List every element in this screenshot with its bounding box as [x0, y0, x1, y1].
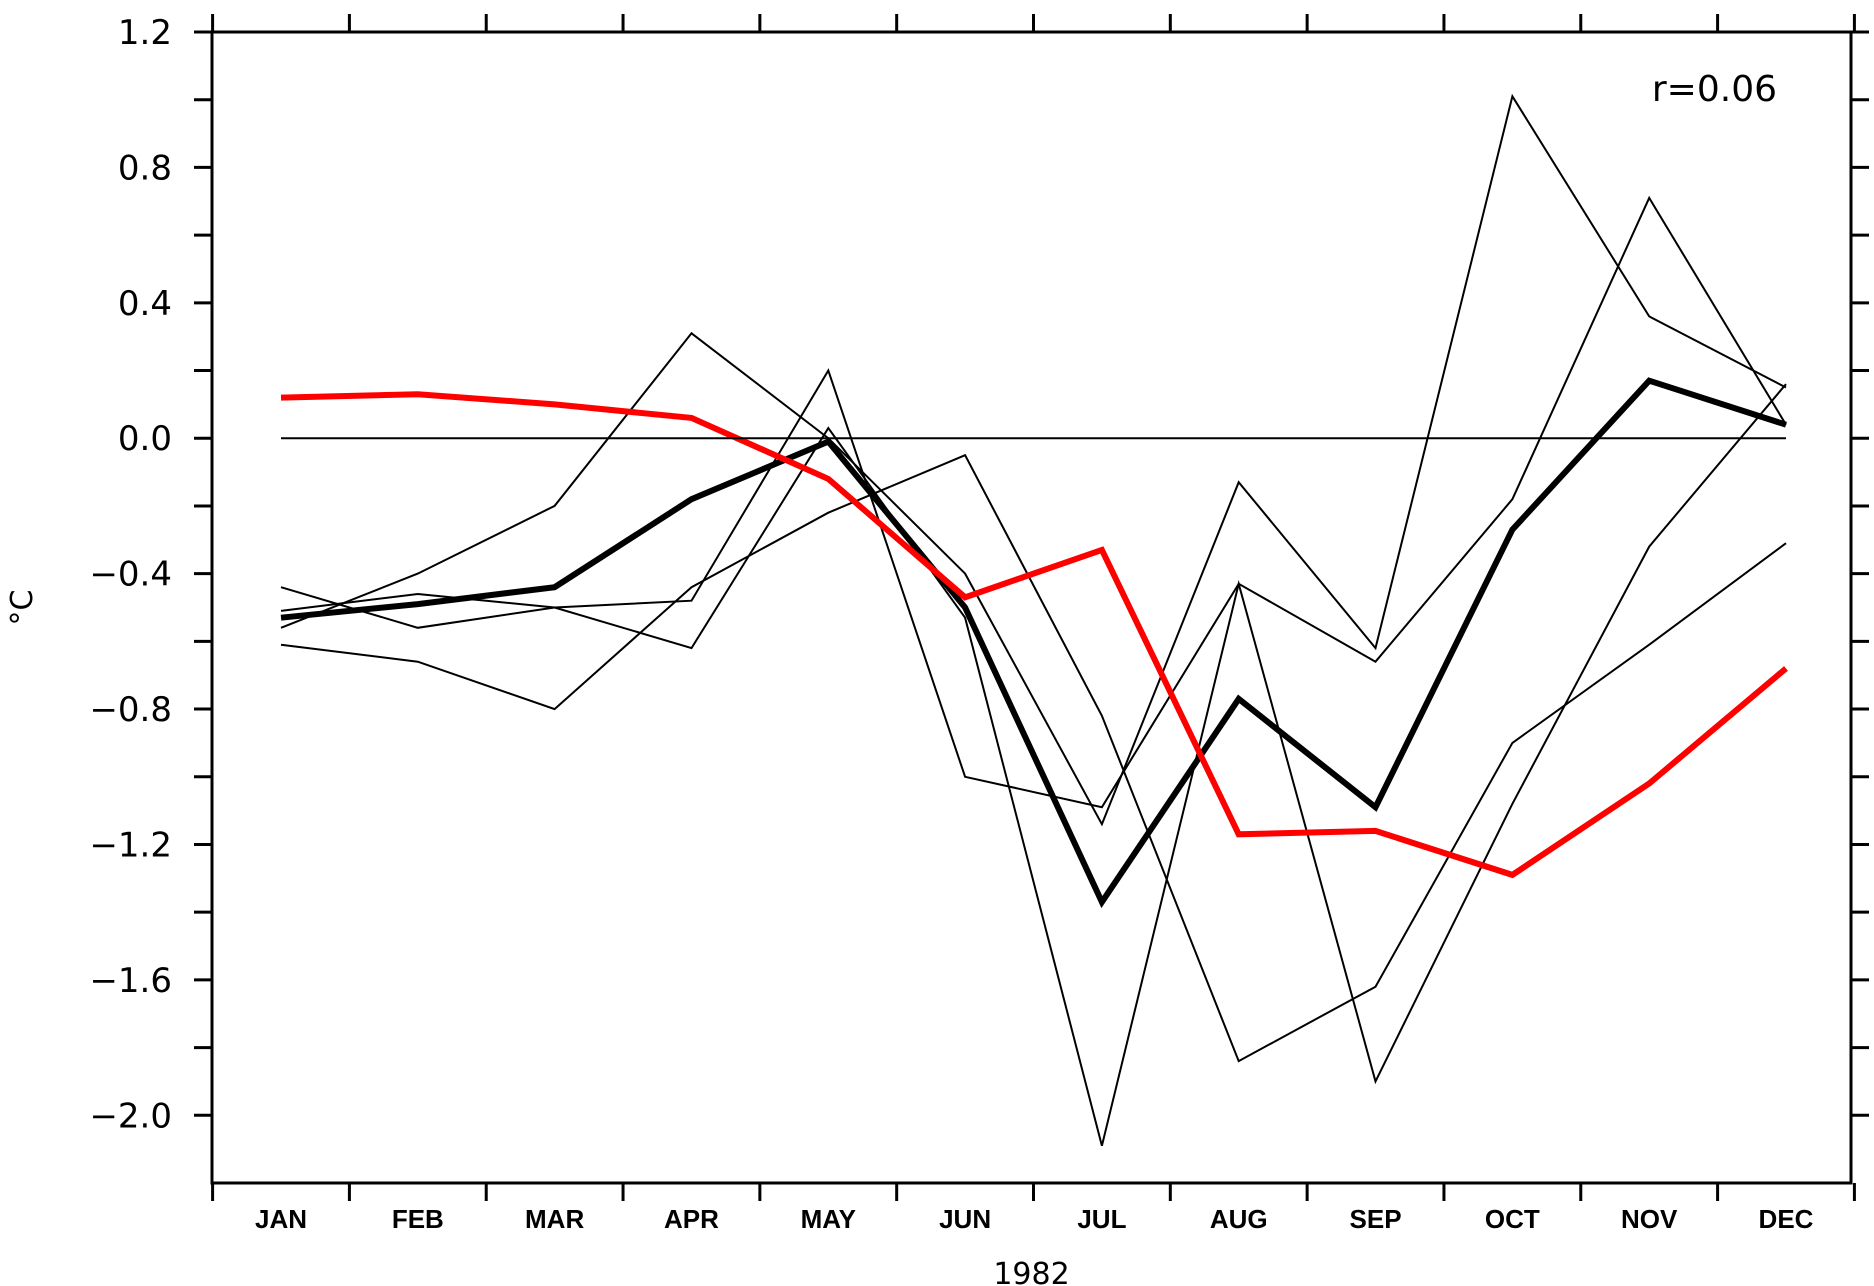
series-layer [280, 93, 1788, 1147]
y-tick-label: 0.0 [118, 419, 172, 459]
y-tick-label: −1.2 [89, 825, 172, 865]
x-tick-label: JUN [939, 1204, 991, 1234]
x-tick-label: SEP [1350, 1204, 1402, 1234]
y-tick-label: 0.4 [118, 284, 172, 324]
x-tick-label: APR [664, 1204, 719, 1234]
x-tick-label: OCT [1485, 1204, 1540, 1234]
x-tick-label: FEB [392, 1204, 444, 1234]
x-tick-label: MAY [801, 1204, 856, 1234]
series-line-4 [280, 453, 1787, 1063]
y-tick-label: −0.4 [89, 555, 172, 595]
ticks-layer [194, 14, 1869, 1201]
x-tick-label: DEC [1759, 1204, 1814, 1234]
y-tick-label: 0.8 [118, 148, 172, 188]
x-tick-label: JAN [255, 1204, 307, 1234]
x-tick-label: JUL [1077, 1204, 1126, 1234]
labels-layer: 1.2 0.8 0.4 0.0 −0.4 −0.8 −1.2 −1.6 −2.0 JAN FEB MA… [89, 13, 1813, 1234]
correlation-annotation: r=0.06 [1652, 69, 1777, 110]
x-tick-label: NOV [1621, 1204, 1678, 1234]
x-axis-title: 1982 [993, 1257, 1069, 1286]
series-line-3 [280, 383, 1787, 1147]
plot-frame [210, 30, 1853, 1185]
series-line-6 [280, 391, 1788, 879]
y-tick-label: 1.2 [118, 13, 172, 53]
y-axis-title: °C [5, 590, 40, 626]
series-line-1 [280, 93, 1787, 827]
y-tick-label: −2.0 [89, 1096, 172, 1136]
x-tick-label: MAR [525, 1204, 584, 1234]
series-line-2 [280, 195, 1787, 809]
y-tick-label: −1.6 [89, 961, 172, 1001]
series-line-5 [280, 377, 1787, 909]
x-tick-label: AUG [1210, 1204, 1268, 1234]
y-tick-label: −0.8 [89, 690, 172, 730]
